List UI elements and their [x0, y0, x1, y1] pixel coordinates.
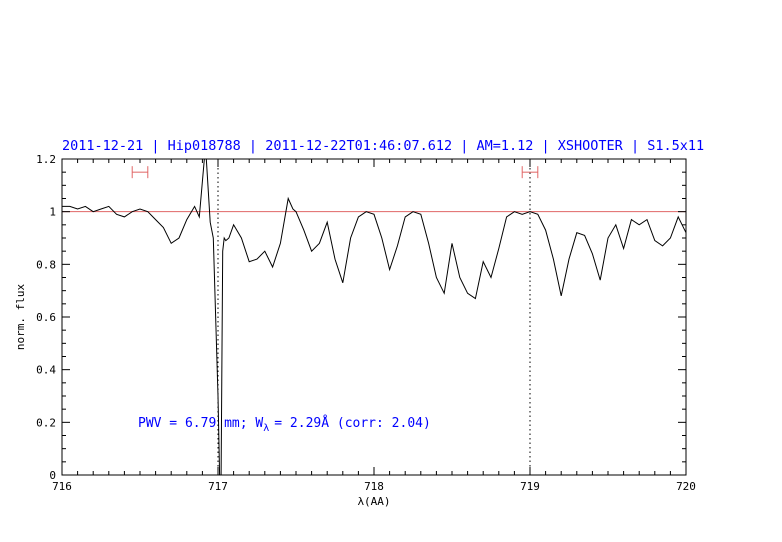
pwv-text: PWV = 6.79 mm;: [138, 416, 248, 431]
continuum-range-marker: [521, 166, 539, 179]
x-axis-label: λ(AA): [357, 495, 390, 508]
y-tick-label: 0.6: [36, 311, 56, 324]
x-tick-label: 717: [208, 480, 228, 493]
pwv-annotation: PWV = 6.79 mm; Wλ = 2.29Å (corr: 2.04): [138, 415, 431, 434]
x-tick-label: 716: [52, 480, 72, 493]
x-tick-label: 719: [520, 480, 540, 493]
spectrum-line: [62, 159, 686, 475]
y-tick-label: 1: [49, 206, 56, 219]
chart-title: 2011-12-21 | Hip018788 | 2011-12-22T01:4…: [62, 138, 704, 154]
y-tick-label: 1.2: [36, 153, 56, 166]
w-symbol: W: [255, 416, 263, 431]
w-subscript: λ: [263, 423, 269, 434]
continuum-range-marker: [131, 166, 149, 179]
x-tick-label: 720: [676, 480, 696, 493]
y-tick-label: 0.8: [36, 258, 56, 271]
x-tick-label: 718: [364, 480, 384, 493]
y-tick-label: 0: [49, 469, 56, 482]
y-tick-label: 0.2: [36, 416, 56, 429]
w-value: = 2.29Å (corr: 2.04): [274, 415, 431, 431]
y-axis-label: norm. flux: [14, 284, 27, 351]
y-tick-label: 0.4: [36, 364, 56, 377]
